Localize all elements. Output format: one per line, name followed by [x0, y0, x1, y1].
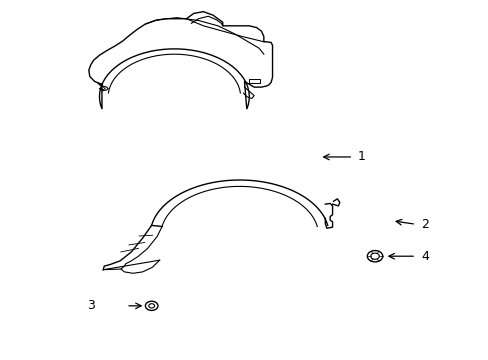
- Text: 3: 3: [87, 299, 95, 312]
- Polygon shape: [89, 12, 272, 109]
- Text: 4: 4: [420, 250, 428, 263]
- Circle shape: [370, 253, 379, 259]
- Circle shape: [148, 304, 154, 308]
- Circle shape: [145, 301, 158, 310]
- Circle shape: [366, 251, 382, 262]
- Text: 1: 1: [357, 150, 365, 163]
- FancyBboxPatch shape: [249, 79, 260, 82]
- Text: 2: 2: [420, 218, 428, 231]
